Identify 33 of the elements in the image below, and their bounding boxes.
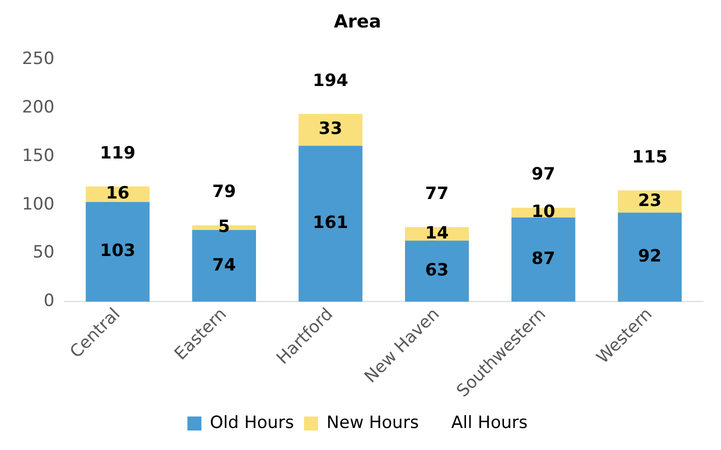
data-label: 14 [425,223,449,244]
bar [298,114,362,146]
data-label: 33 [318,119,342,140]
y-tick-label: 150 [22,146,54,166]
total-label: 194 [312,70,348,91]
data-label: 63 [425,260,449,281]
data-label: 161 [312,213,348,234]
data-label: 10 [532,202,556,222]
y-tick-label: 250 [22,49,54,70]
y-tick-label: 200 [22,97,54,118]
total-label: 79 [212,182,236,202]
y-tick-label: 100 [22,194,54,214]
text: All Hours [451,412,528,433]
total-label: 119 [100,143,136,164]
bar [511,217,576,302]
y-tick-label: 50 [32,242,54,263]
chart-title: Area [334,11,382,32]
legend-label: Old Hours [210,412,294,433]
data-label: 16 [106,184,130,204]
bar [618,212,682,302]
legend-label: New Hours [326,412,419,433]
total-label: 97 [532,164,556,185]
bar [298,146,362,302]
bar [86,202,150,302]
data-label: 74 [212,255,236,276]
data-label: 103 [100,241,136,262]
total-label: 77 [425,184,449,204]
data-label: 87 [532,248,556,269]
data-label: 23 [638,190,662,211]
data-label: 92 [638,246,662,267]
bar [405,240,469,302]
y-tick-label: 0 [44,291,54,312]
total-label: 115 [632,147,668,168]
